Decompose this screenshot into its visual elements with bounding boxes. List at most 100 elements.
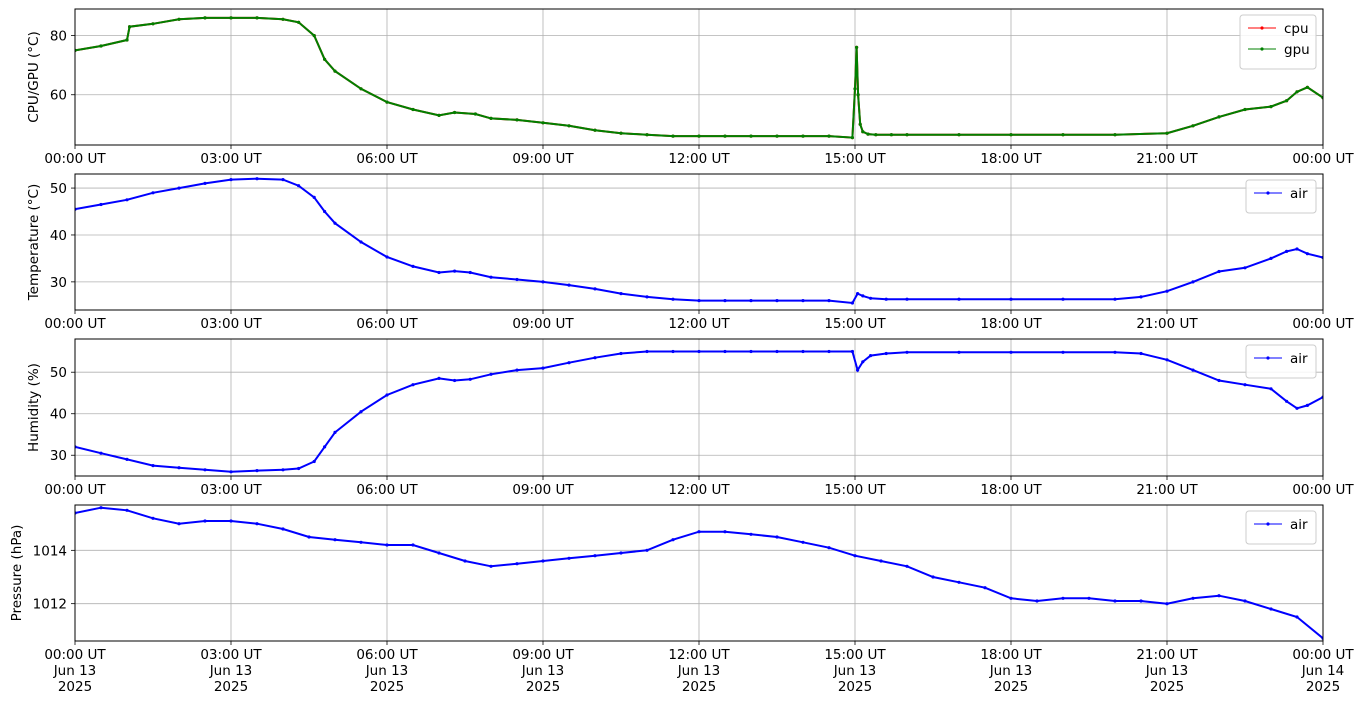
data-point (861, 360, 865, 364)
data-point (203, 519, 207, 523)
legend-marker (1266, 356, 1270, 360)
data-point (723, 299, 727, 303)
data-point (437, 113, 441, 117)
data-point (463, 559, 467, 563)
data-point (1113, 133, 1117, 137)
data-point (541, 280, 545, 284)
data-point (411, 264, 415, 268)
data-point (801, 540, 805, 544)
data-point (515, 562, 519, 566)
axes-frame (74, 338, 1324, 477)
legend-label-cpu: cpu (1284, 21, 1309, 37)
data-point (151, 516, 155, 520)
data-point (1295, 615, 1299, 619)
data-point (671, 297, 675, 301)
legend: air (1245, 344, 1317, 379)
data-point (697, 299, 701, 303)
data-point (297, 20, 301, 24)
subplot-1: 00:00 UT 03:00 UT 06:00 UT 09:00 UT 12:00 UT… (26, 8, 1354, 167)
data-point (333, 430, 337, 434)
x-tick-label: 03:00 UT Jun 13 2025 (200, 647, 262, 695)
data-point (1305, 403, 1309, 407)
data-point (323, 57, 327, 61)
data-point (312, 195, 316, 199)
legend: cpu gpu (1239, 14, 1317, 70)
data-point (1269, 256, 1273, 260)
data-point (229, 470, 233, 474)
x-tick-label: 09:00 UT (512, 316, 574, 332)
data-point (1113, 599, 1117, 603)
data-point (1243, 599, 1247, 603)
data-point (489, 275, 493, 279)
data-point (468, 270, 472, 275)
y-tick-label: 80 (50, 29, 67, 45)
data-point (1009, 297, 1013, 301)
data-point (749, 134, 753, 138)
x-tick-label: 00:00 UT (44, 316, 106, 332)
data-point (905, 350, 909, 354)
x-tick-label: 06:00 UT Jun 13 2025 (356, 647, 418, 695)
data-point (801, 299, 805, 303)
data-point (297, 184, 301, 188)
data-point (697, 349, 701, 354)
data-point (645, 133, 649, 137)
data-point (453, 110, 457, 115)
data-point (468, 377, 472, 381)
data-point (1217, 115, 1221, 119)
data-point (359, 410, 363, 414)
data-point (177, 522, 181, 526)
data-point (856, 368, 860, 372)
data-point (411, 107, 415, 112)
data-point (671, 134, 675, 138)
data-point (1035, 599, 1039, 603)
data-point (1191, 368, 1195, 372)
data-point (255, 16, 259, 20)
x-tick-label: 09:00 UT Jun 13 2025 (512, 647, 574, 695)
subplot-3: 00:00 UT 03:00 UT 06:00 UT 09:00 UT 12:00 UT… (26, 338, 1354, 498)
data-point (1305, 252, 1309, 256)
data-point (1269, 105, 1273, 109)
data-point (515, 277, 519, 282)
data-point (1009, 133, 1013, 137)
data-point (957, 580, 961, 584)
legend-box (1245, 179, 1317, 214)
data-point (671, 538, 675, 542)
data-point (453, 378, 457, 383)
x-tick-label: 12:00 UT (668, 151, 730, 167)
data-point (1139, 351, 1143, 356)
series-gpu (75, 16, 1323, 140)
data-point (229, 16, 233, 20)
data-point (619, 131, 623, 135)
data-point (203, 16, 207, 20)
x-tick-label: 00:00 UT Jun 13 2025 (44, 647, 106, 695)
data-point (567, 124, 571, 128)
x-tick-label: 03:00 UT (200, 151, 262, 167)
data-point (861, 130, 865, 134)
data-point (879, 559, 883, 563)
data-point (1139, 599, 1143, 603)
data-point (359, 87, 363, 91)
legend: air (1245, 510, 1317, 545)
data-point (723, 530, 727, 534)
data-point (827, 134, 831, 138)
x-tick-label: 21:00 UT Jun 13 2025 (1136, 647, 1198, 695)
data-point (1269, 387, 1273, 391)
data-point (307, 535, 311, 539)
x-tick-label: 12:00 UT (668, 482, 730, 498)
data-point (645, 548, 649, 552)
data-point (297, 466, 301, 471)
data-point (1165, 289, 1169, 293)
data-point (567, 361, 571, 365)
subplot-4: 00:00 UT Jun 13 2025 03:00 UT Jun 13 2025 06:0… (9, 504, 1354, 695)
x-tick-label: 00:00 UT (1292, 482, 1354, 498)
data-point (853, 87, 857, 91)
legend-box (1245, 344, 1317, 379)
x-tick-label: 18:00 UT Jun 13 2025 (980, 647, 1042, 695)
data-point (889, 133, 894, 137)
data-point (473, 112, 477, 116)
data-point (1139, 295, 1143, 299)
data-point (1009, 596, 1013, 600)
data-point (1061, 350, 1065, 354)
data-point (775, 349, 779, 354)
